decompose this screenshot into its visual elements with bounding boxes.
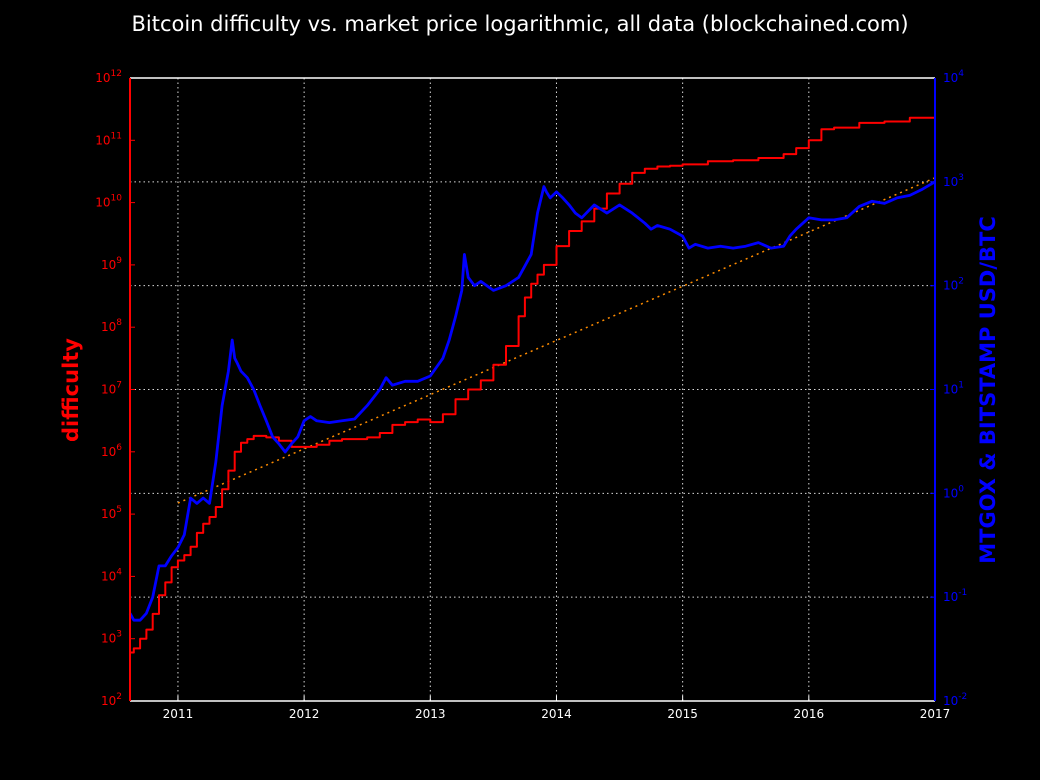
x-tick-label: 2011 bbox=[163, 707, 194, 721]
grid bbox=[130, 78, 935, 701]
series-layer bbox=[128, 110, 936, 654]
x-tick-label: 2017 bbox=[920, 707, 951, 721]
left-axis-label: difficulty bbox=[59, 338, 83, 442]
x-tick-label: 2013 bbox=[415, 707, 446, 721]
chart-title: Bitcoin difficulty vs. market price loga… bbox=[131, 12, 908, 36]
x-tick-label: 2014 bbox=[541, 707, 572, 721]
series-price-line bbox=[128, 180, 936, 622]
x-tick-label: 2012 bbox=[289, 707, 320, 721]
x-tick-label: 2015 bbox=[667, 707, 698, 721]
series-difficulty-line bbox=[130, 110, 936, 654]
x-tick-label: 2016 bbox=[794, 707, 825, 721]
right-axis-label: MTGOX & BITSTAMP USD/BTC bbox=[976, 216, 1000, 564]
